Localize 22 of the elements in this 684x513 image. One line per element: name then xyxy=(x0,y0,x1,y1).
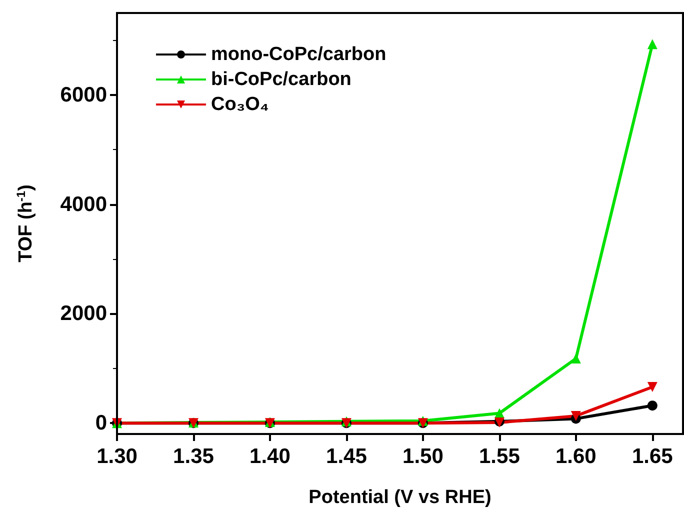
x-tick-label: 1.35 xyxy=(173,445,214,468)
y-tick-label: 4000 xyxy=(60,192,107,216)
x-tick-label: 1.60 xyxy=(555,445,596,468)
legend-label: mono-CoPc/carbon xyxy=(211,44,386,65)
point xyxy=(647,382,658,392)
point xyxy=(570,354,581,364)
y-axis-title: TOF (h-1) xyxy=(14,184,36,262)
x-tick-label: 1.45 xyxy=(326,445,368,468)
point xyxy=(570,410,581,421)
legend-label: bi-CoPc/carbon xyxy=(211,69,352,90)
point xyxy=(647,39,658,50)
x-tick-label: 1.40 xyxy=(250,445,290,468)
x-tick-label: 1.55 xyxy=(478,445,520,468)
x-tick-label: 1.50 xyxy=(402,445,444,468)
x-tick-label: 1.30 xyxy=(96,445,138,468)
legend-label: Co₃O₄ xyxy=(211,94,269,115)
y-tick-label: 2000 xyxy=(60,302,107,326)
point xyxy=(647,400,658,411)
y-tick-label: 0 xyxy=(95,412,107,435)
y-tick-label: 6000 xyxy=(60,84,107,107)
x-tick-label: 1.65 xyxy=(632,445,674,468)
x-axis-title: Potential (V vs RHE) xyxy=(308,487,492,508)
